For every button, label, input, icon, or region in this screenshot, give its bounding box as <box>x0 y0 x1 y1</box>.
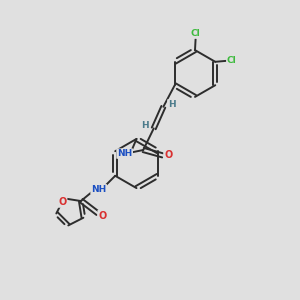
Text: Cl: Cl <box>191 29 200 38</box>
Text: O: O <box>58 197 67 207</box>
Text: O: O <box>164 150 172 161</box>
Text: H: H <box>168 100 176 109</box>
Text: H: H <box>142 122 149 130</box>
Text: Cl: Cl <box>227 56 237 65</box>
Text: NH: NH <box>91 185 106 194</box>
Text: NH: NH <box>117 149 132 158</box>
Text: O: O <box>98 211 106 221</box>
